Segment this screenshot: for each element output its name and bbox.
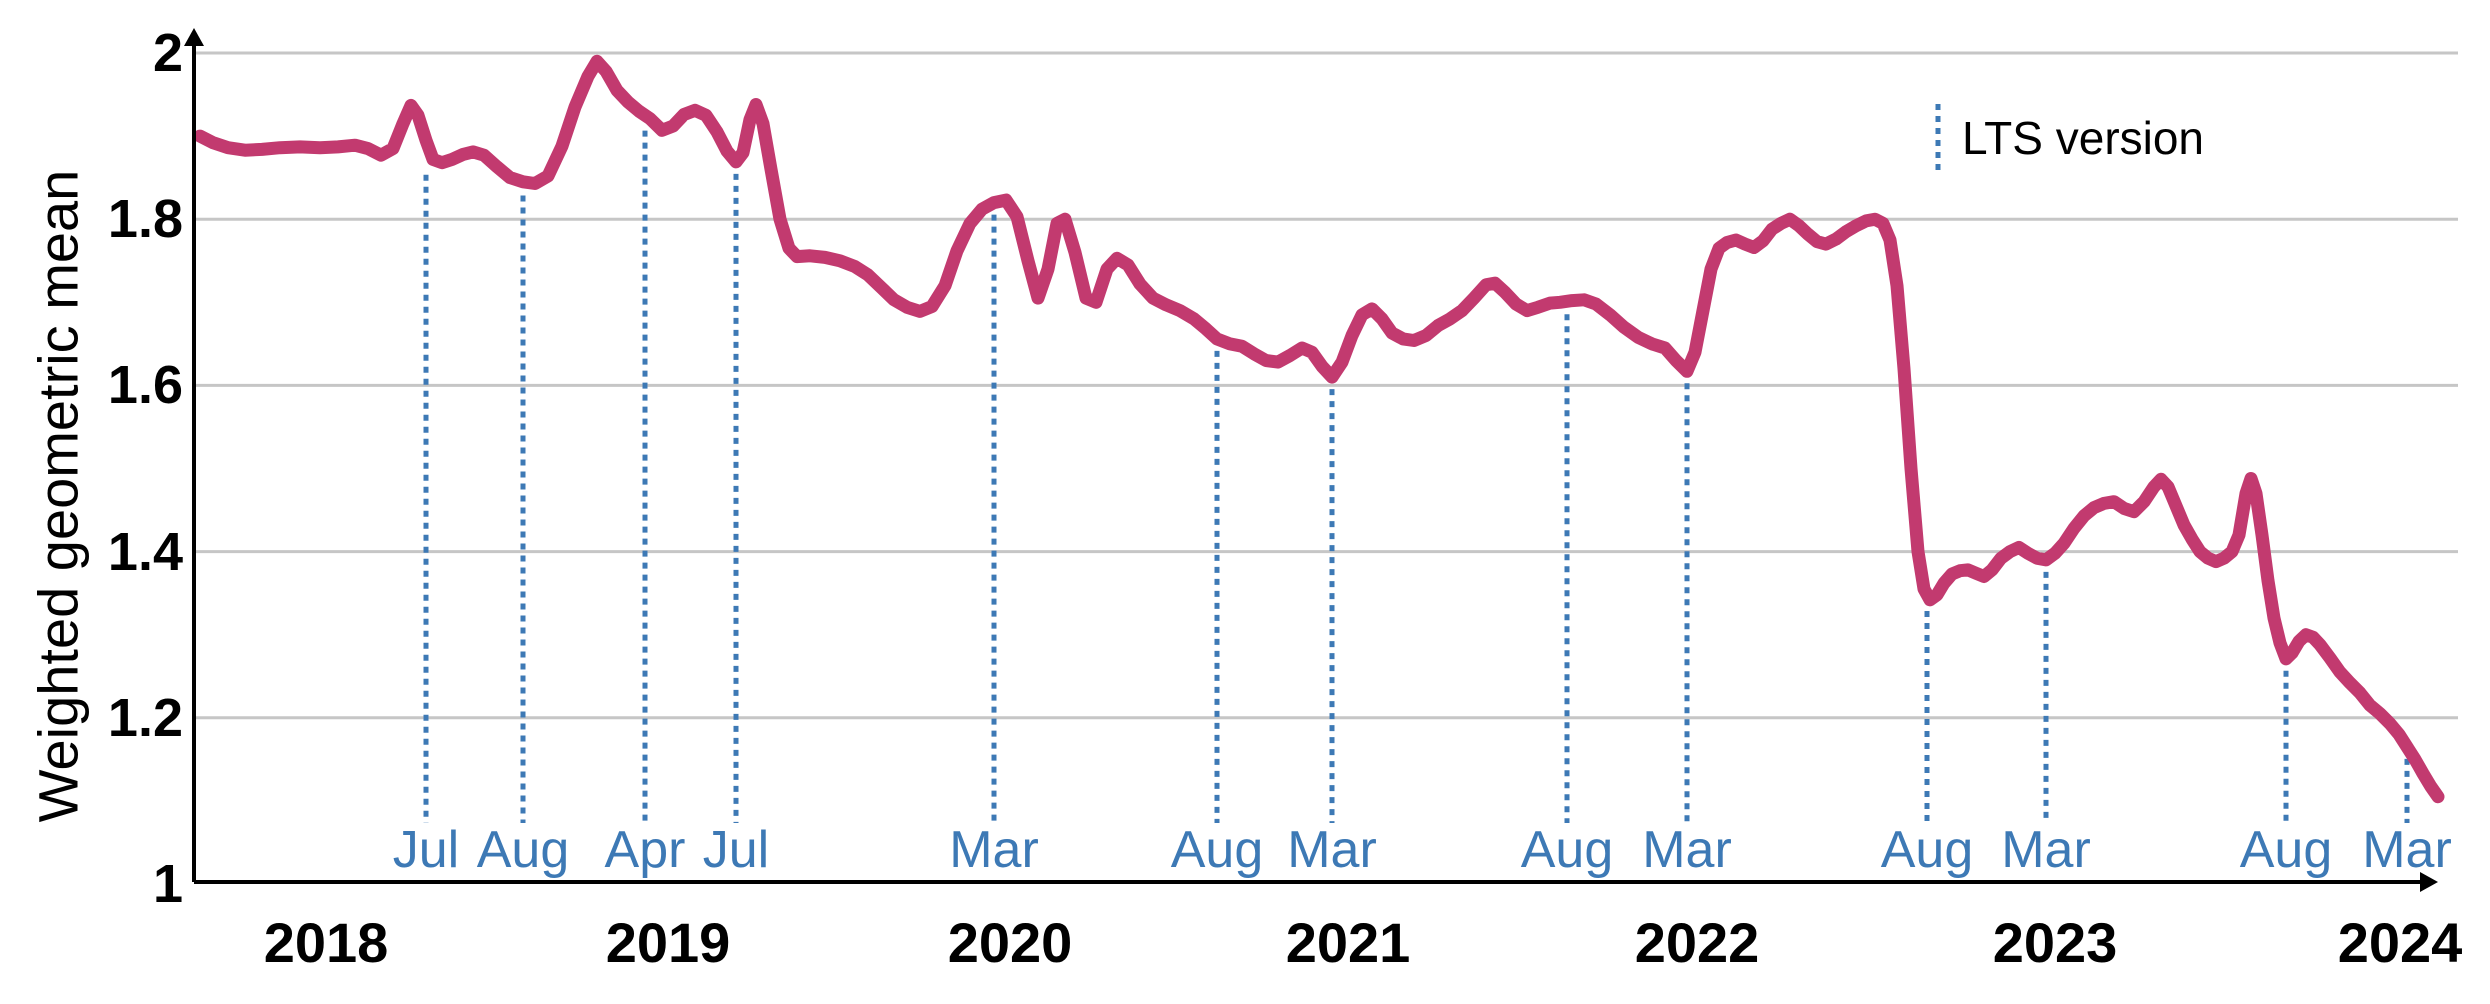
year-label: 2022: [1634, 911, 1760, 974]
y-tick-label: 1.8: [107, 189, 183, 250]
y-tick-label: 1.4: [107, 521, 183, 582]
lts-month-label: Aug: [1170, 821, 1264, 879]
y-axis-arrow-icon: [184, 28, 204, 46]
lts-month-label: Mar: [949, 821, 1039, 879]
year-label: 2021: [1285, 911, 1411, 974]
lts-month-label: Aug: [2239, 821, 2333, 879]
y-tick-label: 1.6: [107, 355, 183, 416]
year-label: 2020: [947, 911, 1073, 974]
year-label: 2019: [605, 911, 731, 974]
lts-month-label: Aug: [476, 821, 570, 879]
lts-month-label: Mar: [2362, 821, 2452, 879]
year-label: 2024: [2337, 911, 2463, 974]
lts-month-label: Aug: [1520, 821, 1614, 879]
lts-month-label: Apr: [604, 821, 686, 879]
legend-label: LTS version: [1962, 112, 2205, 164]
lts-month-label: Mar: [1642, 821, 1732, 879]
year-label: 2023: [1992, 911, 2118, 974]
lts-month-label: Jul: [392, 821, 460, 879]
y-axis-title: Weighted geometric mean: [26, 169, 90, 823]
series-line: [193, 54, 2445, 804]
lts-month-label: Jul: [702, 821, 770, 879]
lts-month-label: Aug: [1880, 821, 1974, 879]
y-tick-label: 1.2: [107, 687, 183, 748]
legend: LTS version: [1932, 102, 2204, 174]
y-tick-label: 1: [152, 854, 183, 914]
lts-month-label: Mar: [1287, 821, 1377, 879]
legend-lts-dotted-line-icon: [1935, 104, 1941, 174]
year-label: 2018: [263, 911, 389, 974]
y-tick-label: 2: [152, 23, 183, 83]
lts-month-label: Mar: [2001, 821, 2091, 879]
x-axis-arrow-icon: [2420, 872, 2438, 892]
